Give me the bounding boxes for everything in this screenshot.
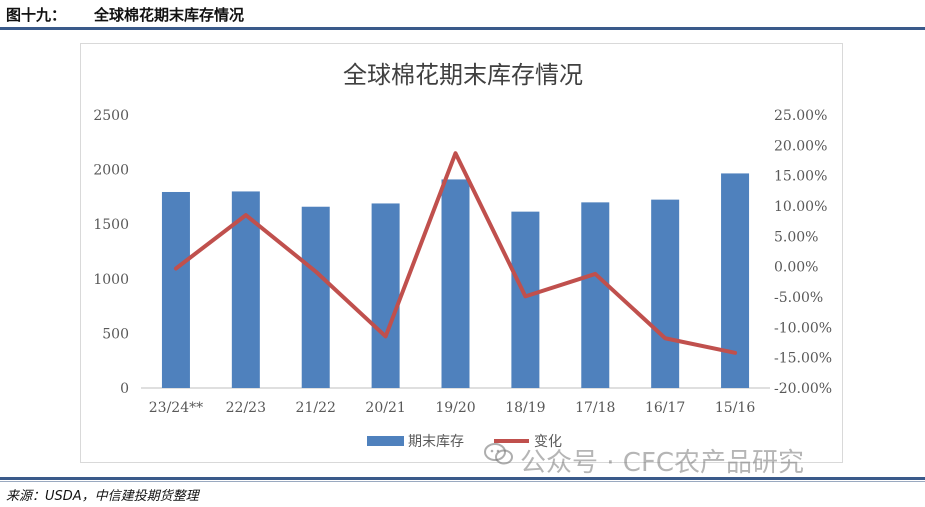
chart-title: 全球棉花期末库存情况 [343,61,583,89]
y-right-tick-label: 0.00% [774,260,818,276]
y-right-tick-label: 10.00% [774,199,827,215]
legend-label-bar: 期末库存 [408,434,464,450]
figure-number: 图十九： [6,6,67,24]
x-tick-label: 18/19 [505,400,545,416]
y-right-tick-label: -15.00% [774,351,832,367]
legend-swatch-bar [367,436,404,446]
bar [371,203,400,388]
bar [161,191,190,388]
source-note: 来源：USDA，中信建投期货整理 [6,489,199,504]
y-right-tick-label: 20.00% [774,138,827,154]
watermark-text: 公众号 · CFC农产品研究 [520,448,805,478]
bar [301,206,330,388]
x-tick-label: 16/17 [645,400,685,416]
y-right-tick-label: -10.00% [774,320,832,336]
x-tick-label: 23/24** [149,400,203,416]
y-right-tick-label: 5.00% [774,229,818,245]
y-right-tick-label: 15.00% [774,169,827,185]
bar [721,173,750,388]
y-left-tick-label: 500 [102,326,129,342]
y-left-tick-label: 0 [120,381,129,397]
x-tick-label: 17/18 [575,400,615,416]
series-line-变化 [173,151,738,355]
figure-title: 全球棉花期末库存情况 [94,6,245,24]
watermark: 公众号 · CFC农产品研究 [484,442,804,479]
legend-label-line: 变化 [534,434,562,450]
y-right-tick-label: -20.00% [774,381,832,397]
footer-rule-thin [0,481,925,482]
y-left-tick-label: 1000 [93,272,129,288]
bar [651,199,680,388]
figure-header: 图十九： 全球棉花期末库存情况 [6,4,244,25]
y-right-tick-label: -5.00% [774,290,823,306]
x-tick-label: 19/20 [435,400,475,416]
footer-rule [0,477,925,480]
y-right-tick-label: 25.00% [774,108,827,124]
y-left-tick-label: 2000 [93,163,129,179]
wechat-icon [484,443,514,476]
x-tick-label: 20/21 [365,400,405,416]
bar [511,211,540,388]
bar [441,179,470,388]
header-rule [0,27,925,30]
y-left-tick-label: 2500 [93,108,129,124]
bar [581,202,610,388]
y-left-tick-label: 1500 [93,217,129,233]
x-tick-label: 22/23 [226,400,266,416]
x-tick-label: 15/16 [715,400,755,416]
x-tick-label: 21/22 [296,400,336,416]
